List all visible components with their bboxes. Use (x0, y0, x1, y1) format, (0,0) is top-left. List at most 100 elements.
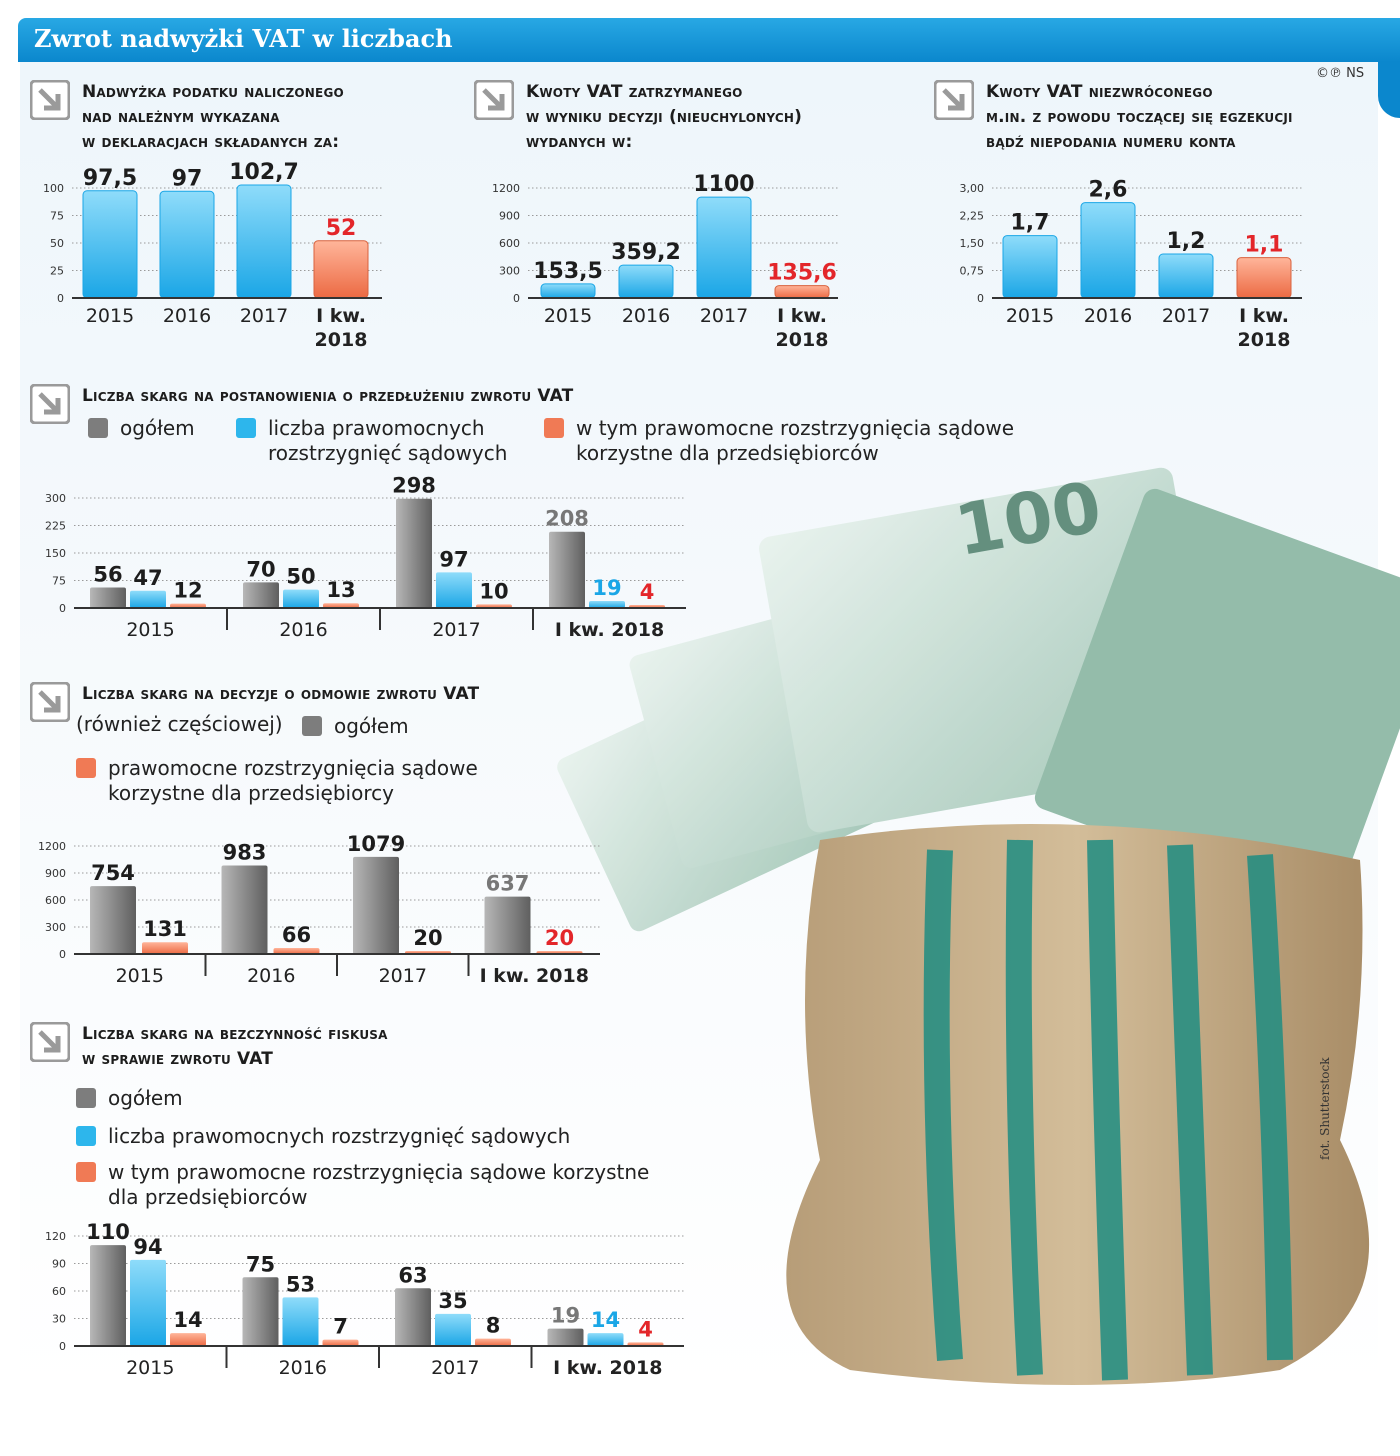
y-tick-label: 50 (50, 237, 64, 250)
data-label: 8 (486, 1314, 501, 1338)
data-label: 110 (86, 1220, 130, 1244)
legend-label: w tym prawomocne rozstrzygnięcia sądowe … (576, 416, 1015, 465)
bar-gray-i-kw.-2018 (547, 1328, 584, 1346)
data-label: 4 (640, 580, 655, 604)
bar-gray-2016 (242, 1277, 279, 1346)
y-tick-label: 600 (45, 894, 66, 907)
bar-blue-2016 (282, 1297, 319, 1346)
x-tick-label: 2016 (163, 305, 211, 327)
bar-i-kw. (313, 240, 369, 299)
data-label: 983 (223, 841, 267, 865)
data-label: 1,2 (1167, 229, 1206, 254)
x-tick-label: 2015 (126, 1357, 174, 1379)
data-label: 298 (392, 474, 436, 498)
chart1-vat-surplus: 0 25 50 75 100 97,5 2015 97 2016 102,7 2017 52 I kw.… (43, 160, 382, 351)
x-tick-label: 2016 (1084, 305, 1132, 327)
bar-gray-2016 (221, 865, 268, 954)
bar-gray-i-kw.-2018 (484, 896, 531, 954)
bar-orange-2015 (170, 603, 206, 608)
arrow-down-right-icon (30, 682, 70, 722)
data-label: 7 (333, 1315, 348, 1339)
x-tick-label: I kw. 2018 (480, 965, 589, 987)
bar-gray-i-kw.-2018 (549, 531, 585, 608)
data-label: 63 (398, 1263, 427, 1287)
legend-swatch-orange (544, 418, 564, 438)
legend-label: liczba prawomocnych rozstrzygnięć sądowy… (268, 416, 508, 465)
data-label: 20 (413, 926, 442, 950)
data-label: 66 (282, 923, 311, 947)
data-label: 359,2 (611, 240, 681, 265)
bar-2015 (540, 283, 596, 299)
bar-blue-i-kw.-2018 (589, 601, 625, 608)
y-tick-label: 0 (59, 602, 66, 615)
x-tick-label: 2017 (1162, 305, 1210, 327)
x-tick-label: 2017 (700, 305, 748, 327)
data-label: 10 (479, 579, 508, 603)
data-label: 20 (545, 926, 574, 950)
data-label: 1,1 (1245, 233, 1284, 258)
x-tick-label: I kw. 2018 (553, 1357, 662, 1379)
x-tick-label: 2016 (622, 305, 670, 327)
y-tick-label: 600 (499, 237, 520, 250)
chart4-heading: Liczba skarg na postanowienia o przedłuż… (82, 386, 574, 406)
legend-label: ogółem (334, 714, 409, 738)
chart5-heading: Liczba skarg na decyzje o odmowie zwrotu… (82, 684, 480, 704)
y-tick-label: 1200 (38, 840, 66, 853)
bar-2016 (1080, 202, 1136, 299)
data-label: 56 (93, 562, 122, 586)
x-tick-label: I kw. 2018 (555, 619, 664, 641)
x-tick-label: 2018 (1238, 329, 1291, 351)
x-tick-label: 2015 (86, 305, 134, 327)
legend-swatch-gray (76, 1088, 96, 1108)
chart6-heading: Liczba skarg na bezczynność fiskusa w sp… (82, 1024, 388, 1069)
bar-blue-i-kw.-2018 (587, 1333, 624, 1346)
y-tick-label: 225 (45, 520, 66, 533)
photo-credit: fot. Shutterstock (1318, 1057, 1332, 1160)
legend-label: ogółem (120, 416, 195, 440)
bar-orange-2016 (323, 603, 359, 608)
bar-blue-2017 (436, 572, 472, 608)
sack (786, 824, 1370, 1385)
data-label: 2,6 (1089, 178, 1128, 203)
data-label: 97 (172, 166, 203, 191)
legend-label: w tym prawomocne rozstrzygnięcia sądowe … (108, 1160, 650, 1209)
title-banner: Zwrot nadwyżki VAT w liczbach (18, 18, 1400, 118)
bar-gray-2017 (353, 856, 399, 954)
data-label: 754 (91, 861, 135, 885)
x-tick-label: I kw. (1239, 305, 1289, 327)
arrow-down-right-icon (30, 1022, 70, 1062)
data-label: 102,7 (229, 160, 299, 185)
bar-orange-2015 (142, 942, 188, 954)
bar-2017 (236, 184, 292, 299)
x-tick-label: 2018 (315, 329, 368, 351)
y-tick-label: 75 (50, 210, 64, 223)
x-tick-label: I kw. (777, 305, 827, 327)
data-label: 75 (246, 1252, 275, 1276)
data-label: 94 (133, 1235, 162, 1259)
legend-swatch-orange (76, 1162, 96, 1182)
bar-gray-2016 (243, 582, 279, 608)
data-label: 14 (173, 1308, 202, 1332)
chart3-vat-unreturned: 0 0,75 1,50 2,25 3,00 1,7 2015 2,6 2016 1,2 2017 1,… (960, 178, 1302, 351)
data-label: 19 (592, 576, 621, 600)
data-label: 97,5 (83, 166, 137, 191)
legend-swatch-orange (76, 758, 96, 778)
x-tick-label: 2016 (279, 1357, 327, 1379)
x-tick-label: 2017 (432, 619, 480, 641)
bar-2017 (1158, 253, 1214, 299)
x-tick-label: 2016 (247, 965, 295, 987)
money-bag-illustration: 100 (557, 466, 1400, 1385)
y-tick-label: 1200 (492, 182, 520, 195)
y-tick-label: 75 (52, 575, 66, 588)
bar-blue-2017 (435, 1313, 471, 1346)
copyright-mark: ©℗ NS (1316, 66, 1365, 81)
bar-gray-2015 (90, 587, 126, 608)
data-label: 70 (246, 557, 275, 581)
y-tick-label: 25 (50, 265, 64, 278)
data-label: 1,7 (1011, 211, 1050, 236)
chart5-complaints-refusal: 0 300 600 900 1200 754 131 2015 983 66 2016 1079 20 2… (38, 832, 600, 987)
bar-orange-2015 (170, 1333, 206, 1346)
y-tick-label: 120 (45, 1230, 66, 1243)
arrow-down-right-icon (30, 80, 70, 120)
